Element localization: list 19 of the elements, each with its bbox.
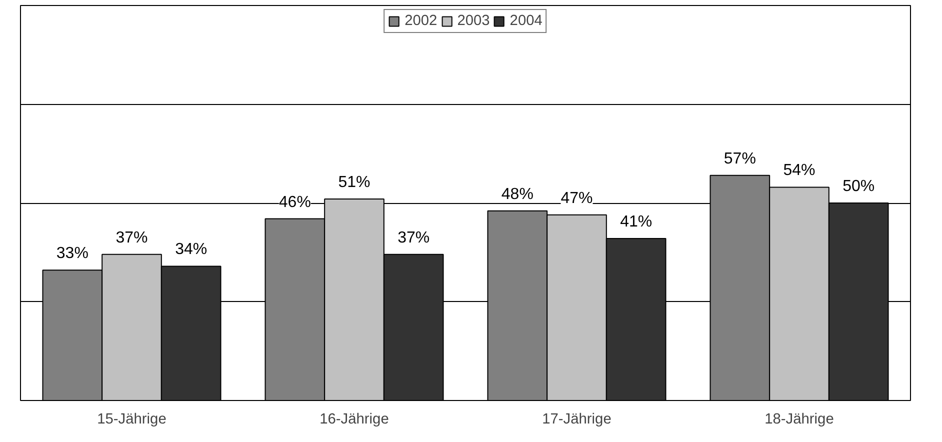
legend-label: 2002 — [404, 13, 438, 29]
x-tick-label: 15-Jährige — [97, 412, 166, 428]
data-label: 54% — [783, 162, 816, 180]
x-tick-label: 18-Jährige — [764, 412, 834, 428]
data-label: 46% — [278, 194, 311, 211]
legend-label: 2003 — [457, 13, 490, 29]
data-label: 48% — [501, 186, 534, 203]
data-label: 37% — [398, 229, 430, 246]
data-label: 34% — [175, 241, 208, 258]
data-label: 57% — [724, 150, 756, 168]
data-label: 33% — [56, 245, 88, 262]
data-label: 51% — [338, 174, 370, 192]
legend-label: 2004 — [510, 13, 542, 29]
data-label: 37% — [116, 229, 148, 246]
data-label: 50% — [842, 178, 875, 195]
x-tick-label: 17-Jährige — [542, 412, 612, 428]
data-label: 47% — [560, 190, 593, 207]
data-label: 41% — [620, 214, 652, 231]
x-tick-label: 16-Jährige — [320, 412, 389, 428]
